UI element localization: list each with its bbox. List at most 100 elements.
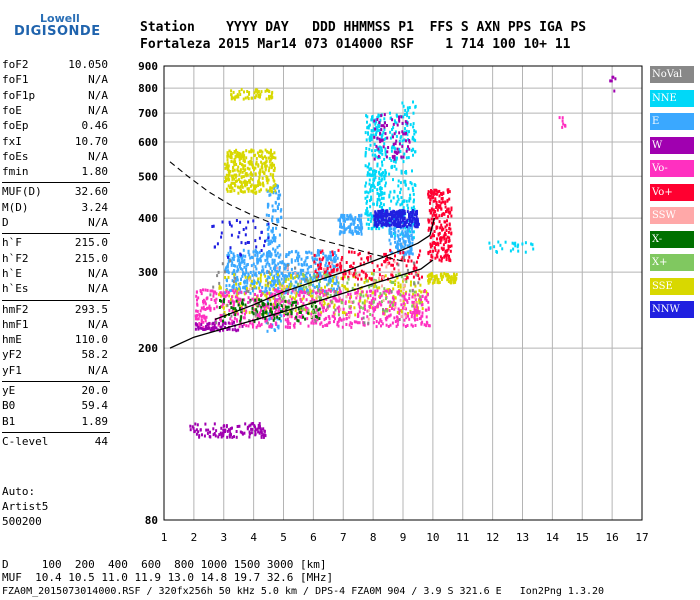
echo-point — [411, 137, 414, 141]
echo-point — [395, 273, 397, 277]
echo-point — [438, 200, 441, 204]
echo-point — [292, 323, 295, 327]
echo-point — [243, 169, 246, 172]
echo-point — [295, 280, 298, 284]
echo-point — [200, 318, 203, 322]
echo-point — [270, 316, 273, 320]
echo-point — [407, 259, 410, 263]
echo-point — [435, 201, 438, 204]
echo-point — [312, 258, 315, 262]
echo-point — [258, 313, 261, 317]
echo-point — [239, 93, 242, 96]
echo-point — [411, 252, 414, 256]
echo-point — [233, 435, 235, 439]
echo-point — [256, 324, 259, 328]
dashed-model-curve — [169, 161, 404, 262]
echo-point — [380, 136, 383, 140]
echo-point — [245, 174, 248, 178]
echo-point — [427, 300, 430, 304]
echo-point — [249, 321, 251, 325]
echo-point — [252, 187, 255, 191]
echo-point — [406, 301, 409, 304]
echo-point — [416, 293, 419, 297]
echo-point — [413, 296, 416, 300]
y-tick-label: 80 — [145, 514, 158, 527]
echo-point — [400, 314, 403, 318]
echo-point — [402, 115, 405, 119]
echo-point — [272, 247, 275, 251]
echo-point — [277, 279, 280, 283]
echo-point — [249, 298, 252, 302]
echo-point — [399, 150, 402, 153]
echo-point — [386, 262, 389, 266]
echo-point — [240, 277, 242, 281]
echo-point — [341, 256, 344, 259]
echo-point — [361, 226, 364, 230]
echo-point — [342, 307, 345, 311]
auto-scaler-name: Artist5 — [2, 500, 49, 513]
param-value: N/A — [88, 282, 108, 296]
echo-point — [224, 294, 227, 298]
echo-point — [353, 271, 356, 275]
echo-point — [357, 312, 360, 316]
echo-point — [192, 426, 195, 430]
echo-point — [331, 278, 334, 282]
echo-point — [258, 271, 260, 275]
echo-point — [208, 326, 211, 330]
echo-point — [381, 284, 383, 288]
echo-point — [410, 206, 413, 210]
echo-point — [239, 298, 242, 302]
echo-point — [381, 211, 384, 215]
echo-point — [383, 157, 386, 161]
echo-point — [255, 274, 258, 278]
echo-point — [425, 290, 428, 294]
echo-point — [394, 279, 397, 283]
echo-point — [268, 262, 271, 266]
echo-point — [312, 303, 315, 307]
echo-point — [392, 281, 395, 284]
echo-point — [401, 121, 404, 125]
echo-point — [358, 273, 361, 277]
echo-point — [365, 147, 368, 150]
echo-point — [365, 181, 368, 185]
echo-point — [322, 309, 325, 313]
param-row: M(D) 3.24 — [2, 201, 108, 215]
echo-point — [448, 222, 451, 226]
echo-point — [237, 185, 239, 189]
echo-point — [255, 245, 258, 249]
echo-point — [293, 276, 296, 280]
echo-point — [231, 169, 234, 173]
echo-point — [245, 156, 248, 160]
echo-point — [234, 307, 237, 311]
legend-item-e: E — [650, 113, 694, 130]
echo-point — [264, 283, 267, 287]
echo-point — [349, 305, 352, 308]
echo-point — [377, 214, 380, 218]
echo-point — [337, 295, 340, 299]
echo-point — [360, 277, 363, 281]
echo-point — [239, 287, 242, 291]
echo-point — [298, 310, 301, 314]
echo-point — [391, 128, 393, 131]
echo-point — [261, 162, 264, 166]
param-row: foF1 N/A — [2, 73, 108, 87]
echo-point — [333, 303, 336, 307]
echo-point — [274, 248, 277, 252]
echo-point — [251, 273, 254, 277]
echo-point — [250, 431, 253, 435]
echo-point — [435, 243, 437, 246]
echo-point — [335, 280, 338, 284]
echo-point — [282, 291, 285, 294]
echo-point — [250, 172, 253, 176]
auto-label: Auto: — [2, 485, 36, 498]
echo-point — [243, 322, 245, 326]
echo-point — [273, 151, 276, 155]
echo-point — [324, 267, 327, 271]
echo-point — [385, 218, 388, 222]
echo-point — [240, 156, 243, 160]
echo-point — [369, 219, 372, 223]
echo-point — [228, 257, 231, 261]
echo-point — [407, 206, 410, 210]
echo-point — [406, 210, 409, 214]
echo-point — [388, 207, 391, 211]
